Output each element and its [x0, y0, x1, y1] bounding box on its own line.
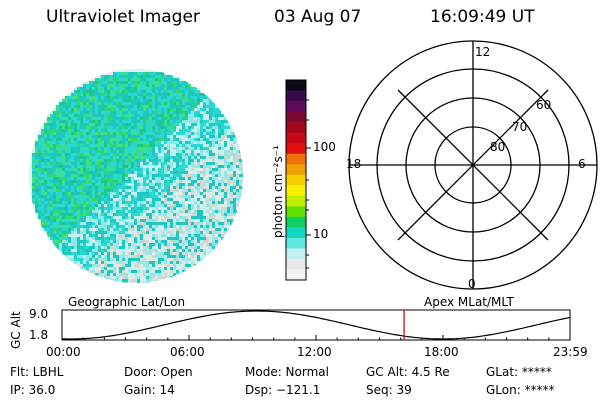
mlat-label-60: 60	[536, 98, 552, 112]
timeline-ymax: 9.0	[29, 307, 49, 321]
mlt-label-12: 12	[475, 45, 491, 59]
timeline-ylabel: GC Alt	[9, 311, 23, 349]
xtick-label: 12:00	[297, 345, 332, 359]
time-label: 16:09:49 UT	[430, 7, 535, 27]
dsp-status: Dsp: −121.1	[245, 383, 321, 397]
colorbar-unit-label: photon cm⁻²s⁻¹	[271, 145, 285, 238]
mlt-label-0: 0	[468, 277, 476, 291]
xtick-label: 18:00	[424, 345, 459, 359]
colorbar-label-100: 100	[313, 140, 336, 154]
xtick-label: 06:00	[170, 345, 205, 359]
mlt-label-18: 18	[346, 157, 362, 171]
uv-image-disk	[29, 69, 243, 283]
xtick-label: 00:00	[46, 345, 81, 359]
glat-status: GLat: *****	[486, 365, 552, 379]
polar-grid	[348, 40, 598, 290]
color-bar	[285, 79, 311, 281]
mode-status: Mode: Normal	[245, 365, 329, 379]
gc-alt-status: GC Alt: 4.5 Re	[366, 365, 450, 379]
glon-status: GLon: *****	[486, 383, 555, 397]
geographic-label: Geographic Lat/Lon	[68, 295, 186, 309]
mlat-label-80: 80	[490, 140, 506, 154]
timeline-ymin: 1.8	[29, 328, 49, 342]
xtick-label: 23:59	[553, 345, 588, 359]
colorbar-label-10: 10	[313, 227, 329, 241]
apex-label: Apex MLat/MLT	[424, 295, 514, 309]
filter-status: Flt: LBHL	[10, 365, 64, 379]
door-status: Door: Open	[124, 365, 193, 379]
altitude-timeline	[61, 309, 571, 341]
mlt-label-6: 6	[578, 157, 586, 171]
mlat-label-70: 70	[512, 120, 528, 134]
instrument-title: Ultraviolet Imager	[46, 7, 200, 27]
gain-status: Gain: 14	[124, 383, 175, 397]
altitude-curve	[62, 310, 571, 340]
ip-status: IP: 36.0	[10, 383, 56, 397]
seq-status: Seq: 39	[366, 383, 412, 397]
date-label: 03 Aug 07	[274, 7, 362, 27]
